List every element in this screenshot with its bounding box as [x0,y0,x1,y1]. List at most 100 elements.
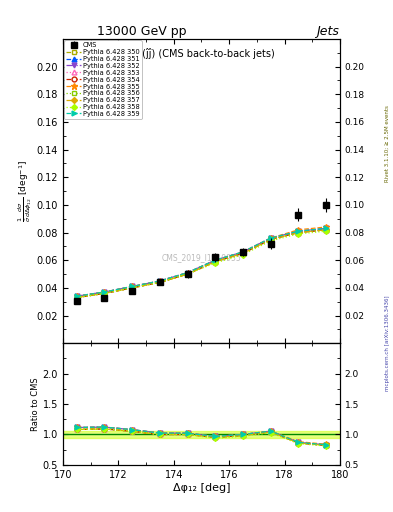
Pythia 6.428 359 [268,235,273,241]
Pythia 6.428 353 [158,279,162,285]
Pythia 6.428 356 [296,229,301,236]
Line: Pythia 6.428 351: Pythia 6.428 351 [74,226,329,298]
Pythia 6.428 353 [324,227,329,233]
Line: Pythia 6.428 354: Pythia 6.428 354 [74,227,329,300]
Text: Jets: Jets [316,25,339,37]
Pythia 6.428 352 [296,228,301,234]
Pythia 6.428 353 [74,294,79,301]
Pythia 6.428 356 [241,250,245,257]
Line: Pythia 6.428 358: Pythia 6.428 358 [75,229,328,300]
Pythia 6.428 353 [296,229,301,236]
Pythia 6.428 359 [74,293,79,299]
Pythia 6.428 358 [74,294,79,301]
Line: Pythia 6.428 352: Pythia 6.428 352 [74,226,329,298]
Pythia 6.428 357 [268,237,273,243]
Line: Pythia 6.428 357: Pythia 6.428 357 [75,228,328,300]
Pythia 6.428 357 [324,227,329,233]
Pythia 6.428 350 [324,227,329,233]
Pythia 6.428 352 [241,249,245,255]
Pythia 6.428 354 [241,250,245,257]
Pythia 6.428 359 [102,289,107,295]
Pythia 6.428 354 [185,271,190,277]
Pythia 6.428 351 [241,249,245,255]
Pythia 6.428 358 [241,251,245,258]
Pythia 6.428 357 [158,279,162,285]
Pythia 6.428 355 [213,257,218,263]
Pythia 6.428 355 [102,289,107,295]
Pythia 6.428 355 [74,293,79,299]
Text: CMS_2019_I1719955: CMS_2019_I1719955 [162,253,241,263]
Pythia 6.428 354 [130,285,134,291]
Pythia 6.428 359 [185,270,190,276]
Pythia 6.428 358 [268,238,273,244]
Pythia 6.428 351 [130,284,134,290]
Pythia 6.428 350 [74,294,79,301]
Pythia 6.428 353 [268,237,273,243]
Pythia 6.428 350 [130,285,134,291]
Y-axis label: Ratio to CMS: Ratio to CMS [31,377,40,431]
Pythia 6.428 350 [296,229,301,236]
Pythia 6.428 358 [213,260,218,266]
Text: Rivet 3.1.10; ≥ 2.5M events: Rivet 3.1.10; ≥ 2.5M events [385,105,390,182]
Pythia 6.428 358 [102,290,107,296]
Bar [63,432,340,438]
Legend: CMS, Pythia 6.428 350, Pythia 6.428 351, Pythia 6.428 352, Pythia 6.428 353, Pyt: CMS, Pythia 6.428 350, Pythia 6.428 351,… [64,40,141,119]
Pythia 6.428 359 [158,278,162,284]
Pythia 6.428 352 [268,235,273,241]
Pythia 6.428 350 [213,259,218,265]
Pythia 6.428 359 [213,257,218,263]
Pythia 6.428 350 [268,237,273,243]
Pythia 6.428 351 [158,278,162,284]
Pythia 6.428 355 [158,278,162,284]
Pythia 6.428 355 [324,224,329,230]
Line: Pythia 6.428 356: Pythia 6.428 356 [74,227,329,300]
Text: 13000 GeV pp: 13000 GeV pp [97,25,186,37]
Pythia 6.428 357 [102,290,107,296]
Pythia 6.428 353 [185,271,190,277]
Pythia 6.428 354 [213,259,218,265]
Pythia 6.428 351 [185,270,190,276]
Pythia 6.428 357 [213,259,218,265]
Pythia 6.428 355 [296,227,301,233]
Pythia 6.428 352 [130,284,134,290]
Line: Pythia 6.428 359: Pythia 6.428 359 [74,226,329,298]
Pythia 6.428 354 [74,294,79,301]
Pythia 6.428 356 [158,279,162,285]
Pythia 6.428 358 [158,279,162,285]
Pythia 6.428 356 [130,285,134,291]
Pythia 6.428 358 [185,271,190,277]
Pythia 6.428 353 [213,259,218,265]
Pythia 6.428 356 [268,237,273,243]
Pythia 6.428 357 [185,271,190,277]
Pythia 6.428 354 [324,227,329,233]
Pythia 6.428 351 [324,225,329,231]
Pythia 6.428 356 [74,294,79,301]
Pythia 6.428 350 [102,290,107,296]
Pythia 6.428 354 [158,279,162,285]
Pythia 6.428 351 [296,228,301,234]
Pythia 6.428 355 [185,270,190,276]
Pythia 6.428 352 [324,225,329,231]
Pythia 6.428 358 [130,285,134,291]
Pythia 6.428 354 [268,237,273,243]
Line: Pythia 6.428 350: Pythia 6.428 350 [74,227,329,300]
Line: Pythia 6.428 355: Pythia 6.428 355 [73,224,329,300]
Pythia 6.428 351 [213,257,218,263]
Pythia 6.428 354 [296,229,301,236]
Pythia 6.428 354 [102,290,107,296]
Pythia 6.428 352 [74,293,79,299]
Pythia 6.428 350 [241,250,245,257]
Pythia 6.428 357 [130,285,134,291]
Pythia 6.428 359 [130,284,134,290]
Pythia 6.428 359 [296,228,301,234]
Pythia 6.428 353 [241,250,245,257]
Pythia 6.428 357 [74,294,79,301]
Pythia 6.428 351 [102,289,107,295]
Pythia 6.428 355 [268,235,273,241]
Pythia 6.428 353 [130,285,134,291]
Pythia 6.428 356 [324,227,329,233]
Pythia 6.428 359 [324,225,329,231]
Pythia 6.428 352 [185,270,190,276]
Pythia 6.428 356 [213,259,218,265]
Pythia 6.428 353 [102,290,107,296]
